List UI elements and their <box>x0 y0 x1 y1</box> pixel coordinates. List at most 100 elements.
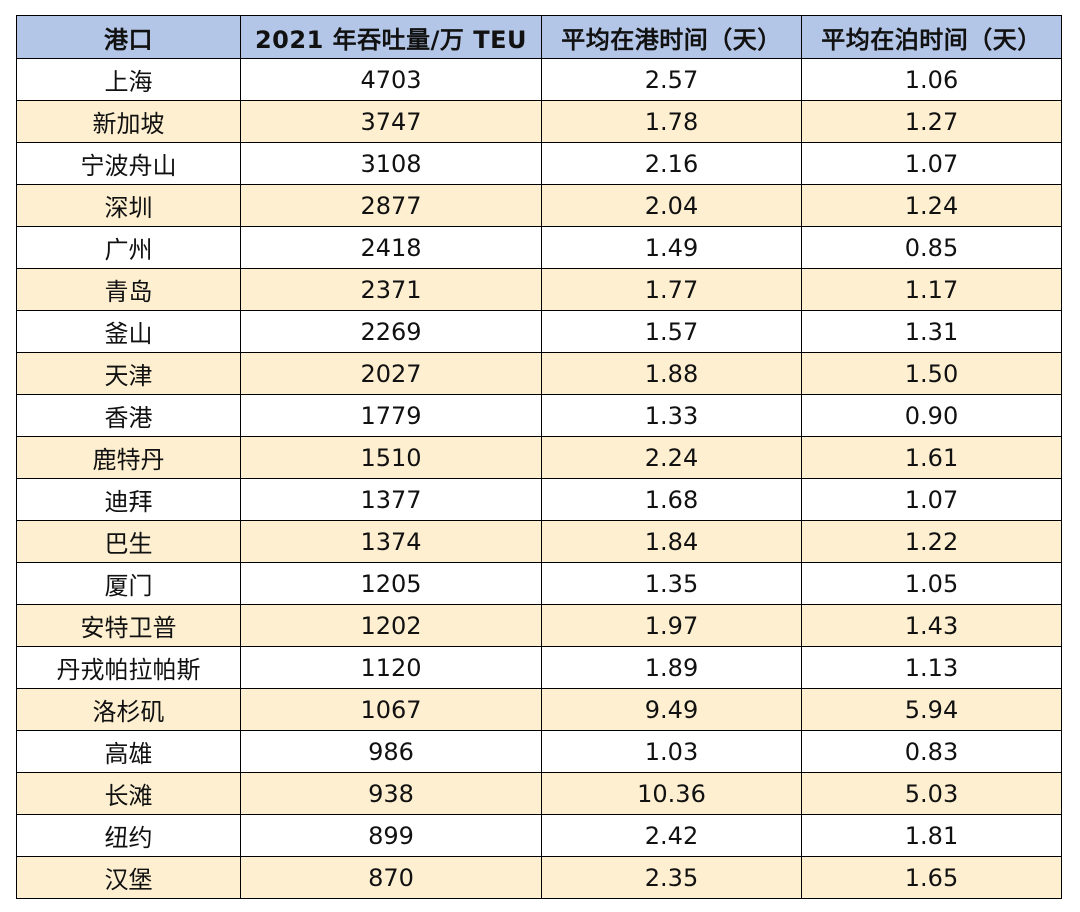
cell-port: 安特卫普 <box>16 604 241 647</box>
cell-time-at-berth: 0.83 <box>801 730 1062 773</box>
table-row: 深圳 2877 2.04 1.24 <box>16 184 1062 227</box>
cell-throughput: 2027 <box>240 352 542 395</box>
cell-time-at-berth: 1.07 <box>801 478 1062 521</box>
cell-time-in-port: 1.84 <box>541 520 802 563</box>
cell-time-at-berth: 1.13 <box>801 646 1062 689</box>
table-row: 安特卫普 1202 1.97 1.43 <box>16 604 1062 647</box>
header-row: 港口 2021 年吞吐量/万 TEU 平均在港时间（天） 平均在泊时间（天） <box>16 15 1062 59</box>
cell-time-at-berth: 1.81 <box>801 814 1062 857</box>
cell-port: 纽约 <box>16 814 241 857</box>
table-row: 鹿特丹 1510 2.24 1.61 <box>16 436 1062 479</box>
cell-time-in-port: 1.03 <box>541 730 802 773</box>
table-row: 宁波舟山 3108 2.16 1.07 <box>16 142 1062 185</box>
cell-port: 新加坡 <box>16 100 241 143</box>
table-row: 厦门 1205 1.35 1.05 <box>16 562 1062 605</box>
table-row: 汉堡 870 2.35 1.65 <box>16 856 1062 899</box>
cell-throughput: 899 <box>240 814 542 857</box>
cell-time-in-port: 2.04 <box>541 184 802 227</box>
cell-throughput: 986 <box>240 730 542 773</box>
cell-port: 洛杉矶 <box>16 688 241 731</box>
table-row: 长滩 938 10.36 5.03 <box>16 772 1062 815</box>
table-row: 迪拜 1377 1.68 1.07 <box>16 478 1062 521</box>
cell-throughput: 3747 <box>240 100 542 143</box>
table-row: 广州 2418 1.49 0.85 <box>16 226 1062 269</box>
cell-time-in-port: 1.97 <box>541 604 802 647</box>
cell-time-in-port: 1.57 <box>541 310 802 353</box>
cell-time-in-port: 1.88 <box>541 352 802 395</box>
cell-port: 长滩 <box>16 772 241 815</box>
cell-port: 鹿特丹 <box>16 436 241 479</box>
cell-port: 青岛 <box>16 268 241 311</box>
cell-throughput: 1377 <box>240 478 542 521</box>
table-row: 天津 2027 1.88 1.50 <box>16 352 1062 395</box>
table-header: 港口 2021 年吞吐量/万 TEU 平均在港时间（天） 平均在泊时间（天） <box>16 15 1062 59</box>
table-body: 上海 4703 2.57 1.06 新加坡 3747 1.78 1.27 宁波舟山 3108 2.1… <box>16 58 1062 899</box>
cell-throughput: 1120 <box>240 646 542 689</box>
cell-time-in-port: 2.24 <box>541 436 802 479</box>
cell-port: 厦门 <box>16 562 241 605</box>
cell-time-at-berth: 0.90 <box>801 394 1062 437</box>
cell-throughput: 1202 <box>240 604 542 647</box>
cell-time-at-berth: 1.31 <box>801 310 1062 353</box>
cell-time-in-port: 2.42 <box>541 814 802 857</box>
cell-throughput: 1205 <box>240 562 542 605</box>
cell-time-in-port: 1.78 <box>541 100 802 143</box>
table-row: 新加坡 3747 1.78 1.27 <box>16 100 1062 143</box>
cell-time-at-berth: 1.17 <box>801 268 1062 311</box>
table-row: 洛杉矶 1067 9.49 5.94 <box>16 688 1062 731</box>
cell-time-at-berth: 5.94 <box>801 688 1062 731</box>
cell-throughput: 1510 <box>240 436 542 479</box>
cell-port: 深圳 <box>16 184 241 227</box>
table-row: 香港 1779 1.33 0.90 <box>16 394 1062 437</box>
table-row: 纽约 899 2.42 1.81 <box>16 814 1062 857</box>
cell-time-in-port: 2.35 <box>541 856 802 899</box>
cell-port: 上海 <box>16 58 241 101</box>
cell-throughput: 2269 <box>240 310 542 353</box>
cell-throughput: 1779 <box>240 394 542 437</box>
cell-throughput: 1374 <box>240 520 542 563</box>
cell-time-in-port: 2.57 <box>541 58 802 101</box>
port-table: 港口 2021 年吞吐量/万 TEU 平均在港时间（天） 平均在泊时间（天） 上… <box>16 15 1062 899</box>
cell-time-in-port: 1.89 <box>541 646 802 689</box>
table-row: 丹戎帕拉帕斯 1120 1.89 1.13 <box>16 646 1062 689</box>
header-time-in-port: 平均在港时间（天） <box>541 15 802 59</box>
cell-time-at-berth: 1.06 <box>801 58 1062 101</box>
cell-port: 丹戎帕拉帕斯 <box>16 646 241 689</box>
cell-time-at-berth: 1.05 <box>801 562 1062 605</box>
header-throughput: 2021 年吞吐量/万 TEU <box>240 15 542 59</box>
cell-time-in-port: 2.16 <box>541 142 802 185</box>
cell-time-in-port: 1.33 <box>541 394 802 437</box>
table-row: 釜山 2269 1.57 1.31 <box>16 310 1062 353</box>
cell-time-at-berth: 1.43 <box>801 604 1062 647</box>
cell-throughput: 870 <box>240 856 542 899</box>
cell-throughput: 938 <box>240 772 542 815</box>
cell-port: 香港 <box>16 394 241 437</box>
cell-time-at-berth: 5.03 <box>801 772 1062 815</box>
cell-time-at-berth: 1.24 <box>801 184 1062 227</box>
table-row: 青岛 2371 1.77 1.17 <box>16 268 1062 311</box>
cell-time-at-berth: 1.65 <box>801 856 1062 899</box>
cell-port: 汉堡 <box>16 856 241 899</box>
table-row: 高雄 986 1.03 0.83 <box>16 730 1062 773</box>
header-time-at-berth: 平均在泊时间（天） <box>801 15 1062 59</box>
header-port: 港口 <box>16 15 241 59</box>
cell-time-at-berth: 1.07 <box>801 142 1062 185</box>
table-row: 上海 4703 2.57 1.06 <box>16 58 1062 101</box>
cell-throughput: 2371 <box>240 268 542 311</box>
cell-time-at-berth: 0.85 <box>801 226 1062 269</box>
cell-port: 广州 <box>16 226 241 269</box>
cell-time-in-port: 1.35 <box>541 562 802 605</box>
cell-port: 天津 <box>16 352 241 395</box>
cell-throughput: 1067 <box>240 688 542 731</box>
cell-throughput: 2877 <box>240 184 542 227</box>
cell-port: 釜山 <box>16 310 241 353</box>
cell-time-in-port: 9.49 <box>541 688 802 731</box>
cell-time-in-port: 1.68 <box>541 478 802 521</box>
cell-time-at-berth: 1.61 <box>801 436 1062 479</box>
cell-time-at-berth: 1.50 <box>801 352 1062 395</box>
cell-time-at-berth: 1.22 <box>801 520 1062 563</box>
cell-port: 高雄 <box>16 730 241 773</box>
cell-port: 迪拜 <box>16 478 241 521</box>
cell-throughput: 3108 <box>240 142 542 185</box>
cell-throughput: 4703 <box>240 58 542 101</box>
